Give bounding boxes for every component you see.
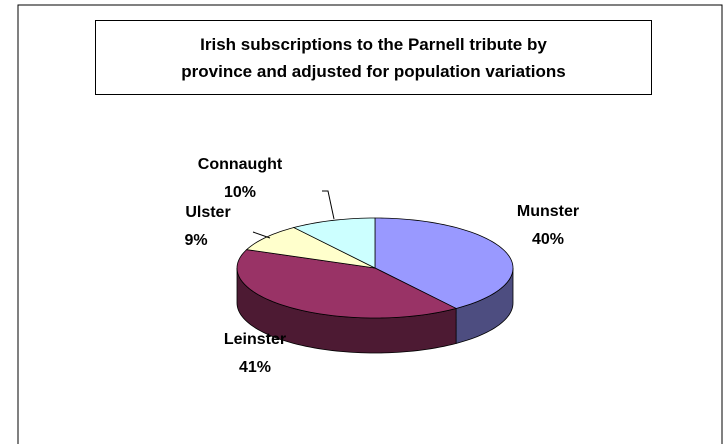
slice [292, 217, 376, 269]
pie [236, 217, 514, 354]
data-label-value: 10% [224, 184, 256, 201]
chart-border [17, 4, 723, 444]
slice [374, 217, 514, 309]
leader-line [322, 190, 335, 220]
data-label-name: Munster [517, 203, 579, 220]
slice [236, 249, 458, 319]
chart-title: Irish subscriptions to the Parnell tribu… [95, 20, 652, 95]
data-label-value: 9% [184, 232, 207, 249]
slice [245, 227, 376, 269]
data-label-value: 41% [239, 359, 271, 376]
data-label-name: Ulster [185, 204, 230, 221]
data-label-name: Leinster [224, 331, 286, 348]
data-label-value: 40% [532, 231, 564, 248]
data-label-name: Connaught [198, 156, 283, 173]
leader-line [252, 231, 271, 239]
